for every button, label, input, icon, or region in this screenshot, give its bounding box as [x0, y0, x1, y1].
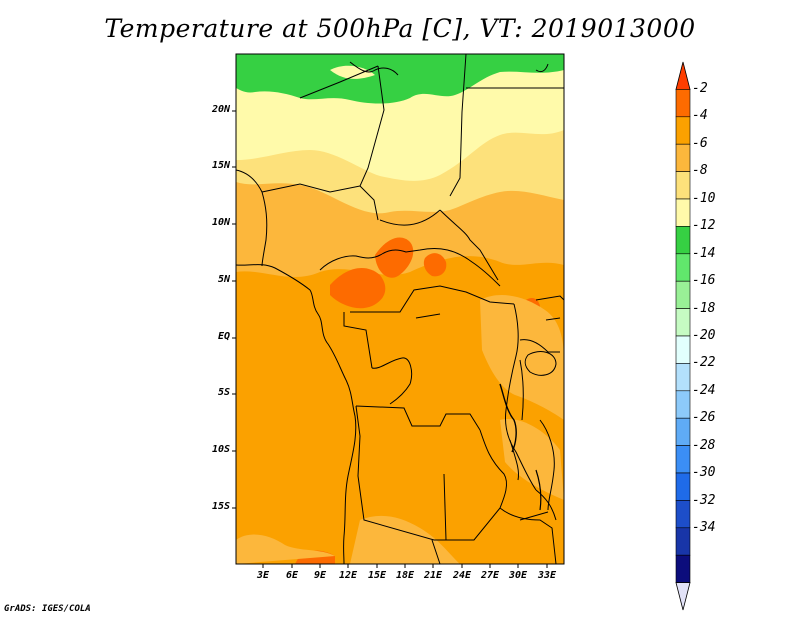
colorbar-swatch	[675, 335, 691, 364]
colorbar-swatch	[675, 308, 691, 337]
field-light-patch-2	[480, 295, 564, 420]
field-green-inner	[330, 65, 375, 79]
colorbar-swatch	[675, 116, 691, 145]
colorbar-swatch	[675, 226, 691, 255]
field-warm-patch-1	[330, 267, 386, 309]
lon-label-33e: 33E	[537, 570, 557, 581]
colorbar-arrow-bottom	[675, 582, 691, 611]
map-frame	[235, 53, 565, 565]
colorbar-swatch	[675, 363, 691, 392]
field-warm-patch-2	[375, 237, 414, 278]
colorbar-label-neg26: -26	[692, 410, 716, 425]
map-sinai-coast	[535, 63, 549, 73]
lon-label-24e: 24E	[452, 570, 472, 581]
colorbar-swatch	[675, 527, 691, 556]
lon-ticks	[262, 564, 548, 568]
colorbar-arrow-top	[675, 61, 691, 90]
colorbar-swatch	[675, 143, 691, 172]
lat-label-eq: EQ	[217, 331, 230, 342]
field-light-patch-3	[350, 515, 460, 564]
colorbar-swatch	[675, 445, 691, 474]
credit-text: GrADS: IGES/COLA	[4, 604, 91, 614]
field-warm-patch-3	[423, 253, 447, 277]
colorbar-swatch	[675, 253, 691, 282]
map-borders	[235, 53, 565, 565]
lon-label-3e: 3E	[256, 570, 270, 581]
colorbar-label-neg20: -20	[692, 328, 716, 343]
lat-label-10n: 10N	[211, 217, 230, 228]
map-title: Temperature at 500hPa [C], VT: 201901300…	[104, 14, 696, 43]
colorbar-swatch	[675, 198, 691, 227]
colorbar-swatch	[675, 472, 691, 501]
map-lake-tanganyika	[499, 383, 517, 453]
colorbar-label-neg18: -18	[692, 301, 716, 316]
colorbar-label-neg14: -14	[692, 246, 716, 261]
colorbar-label-neg32: -32	[692, 493, 716, 508]
lon-label-18e: 18E	[395, 570, 415, 581]
lat-label-20n: 20N	[211, 104, 230, 115]
field-light-patch-1	[236, 534, 335, 564]
lon-label-15e: 15E	[367, 570, 387, 581]
lon-label-27e: 27E	[480, 570, 500, 581]
lon-label-9e: 9E	[313, 570, 327, 581]
colorbar-swatch	[675, 89, 691, 118]
colorbar-label-neg12: -12	[692, 218, 716, 233]
colorbar-label-neg10: -10	[692, 191, 716, 206]
colorbar-swatch	[675, 554, 691, 583]
colorbar-label-neg22: -22	[692, 355, 716, 370]
lat-label-5n: 5N	[217, 274, 230, 285]
lat-label-5s: 5S	[217, 387, 230, 398]
colorbar-label-neg30: -30	[692, 465, 716, 480]
map-lake-malawi	[535, 469, 542, 511]
colorbar-swatch	[675, 171, 691, 200]
colorbar-label-neg8: -8	[692, 163, 708, 178]
colorbar-label-neg16: -16	[692, 273, 716, 288]
lat-label-15n: 15N	[211, 160, 230, 171]
lon-label-21e: 21E	[423, 570, 443, 581]
lat-ticks	[232, 110, 236, 509]
lon-label-30e: 30E	[508, 570, 528, 581]
colorbar-swatch	[675, 417, 691, 446]
lat-label-15s: 15S	[211, 501, 230, 512]
colorbar-label-neg4: -4	[692, 108, 708, 123]
lat-label-10s: 10S	[211, 444, 230, 455]
colorbar-label-neg24: -24	[692, 383, 716, 398]
map-lake-victoria	[524, 351, 557, 376]
colorbar-label-neg34: -34	[692, 520, 716, 535]
colorbar-swatch	[675, 390, 691, 419]
lon-label-6e: 6E	[285, 570, 299, 581]
colorbar-swatch	[675, 280, 691, 309]
colorbar-label-neg6: -6	[692, 136, 708, 151]
colorbar-swatch	[675, 500, 691, 529]
colorbar-label-neg28: -28	[692, 438, 716, 453]
lon-label-12e: 12E	[338, 570, 358, 581]
colorbar-label-neg2: -2	[692, 81, 708, 96]
